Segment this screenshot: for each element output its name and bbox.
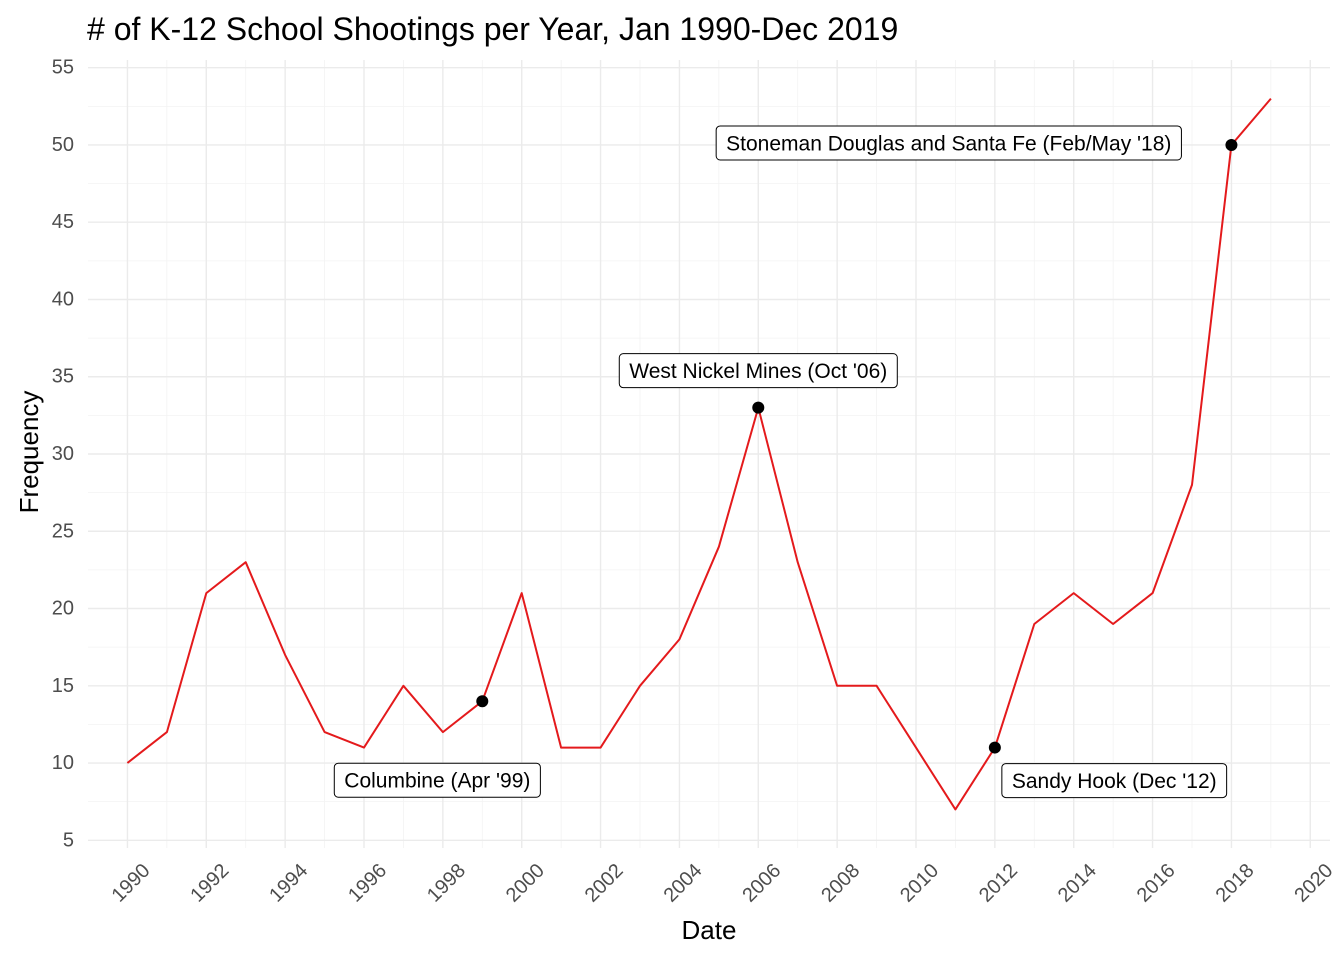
x-tick-label: 2006 [738, 860, 785, 907]
y-axis-title: Frequency [14, 391, 44, 514]
x-tick-labels: 1990 1992 1994 1996 1998 2000 2002 2004 2006 2008… [108, 860, 1338, 907]
x-tick-label: 2004 [660, 860, 707, 907]
y-tick-label: 35 [52, 366, 74, 388]
highlight-point-1 [752, 401, 765, 414]
annotation-box [618, 353, 898, 389]
y-tick-label: 20 [52, 598, 74, 620]
x-tick-label: 1992 [186, 860, 233, 907]
highlight-point-2 [988, 741, 1001, 754]
line-layer [126, 97, 1272, 811]
x-tick-label: 1990 [108, 860, 155, 907]
x-tick-label: 2012 [975, 860, 1022, 907]
annotation-layer: Columbine (Apr '99) West Nickel Mines (Oc… [333, 125, 1228, 799]
point-layer [476, 138, 1238, 754]
annotation-1: West Nickel Mines (Oct '06) [618, 353, 898, 389]
highlight-point-3 [1225, 138, 1238, 151]
y-tick-label: 5 [63, 829, 74, 851]
y-tick-label: 45 [52, 211, 74, 233]
y-tick-labels: 5 10 15 20 25 30 35 40 45 50 55 [52, 57, 74, 852]
annotation-label: Stoneman Douglas and Santa Fe (Feb/May '… [726, 132, 1171, 155]
y-tick-label: 25 [52, 520, 74, 542]
annotation-box [1001, 763, 1228, 799]
x-axis-title: Date [682, 915, 737, 945]
grid-layer [88, 60, 1330, 848]
y-tick-label: 10 [52, 752, 74, 774]
x-tick-label: 2018 [1212, 860, 1259, 907]
annotation-3: Stoneman Douglas and Santa Fe (Feb/May '… [715, 125, 1182, 161]
chart-title: # of K-12 School Shootings per Year, Jan… [87, 11, 898, 47]
x-tick-label: 2020 [1290, 860, 1337, 907]
x-tick-label: 2000 [502, 860, 549, 907]
x-tick-label: 1998 [423, 860, 470, 907]
annotation-box [715, 125, 1182, 161]
annotation-box [333, 762, 541, 798]
annotation-label: Columbine (Apr '99) [344, 770, 530, 793]
x-tick-label: 1994 [265, 860, 312, 907]
y-tick-label: 40 [52, 288, 74, 310]
y-tick-label: 55 [52, 57, 74, 79]
annotation-label: West Nickel Mines (Oct '06) [629, 360, 887, 383]
y-tick-label: 15 [52, 675, 74, 697]
annotation-0: Columbine (Apr '99) [333, 762, 541, 798]
x-tick-label: 2010 [896, 860, 943, 907]
x-tick-label: 2014 [1054, 860, 1101, 907]
annotation-2: Sandy Hook (Dec '12) [1001, 763, 1228, 799]
y-tick-label: 50 [52, 134, 74, 156]
x-tick-label: 2002 [581, 860, 628, 907]
x-tick-label: 2016 [1133, 860, 1180, 907]
highlight-point-0 [476, 695, 489, 708]
x-tick-label: 2008 [817, 860, 864, 907]
series-line-0 [126, 97, 1272, 811]
y-tick-label: 30 [52, 443, 74, 465]
x-tick-label: 1996 [344, 860, 391, 907]
annotation-label: Sandy Hook (Dec '12) [1012, 770, 1217, 793]
